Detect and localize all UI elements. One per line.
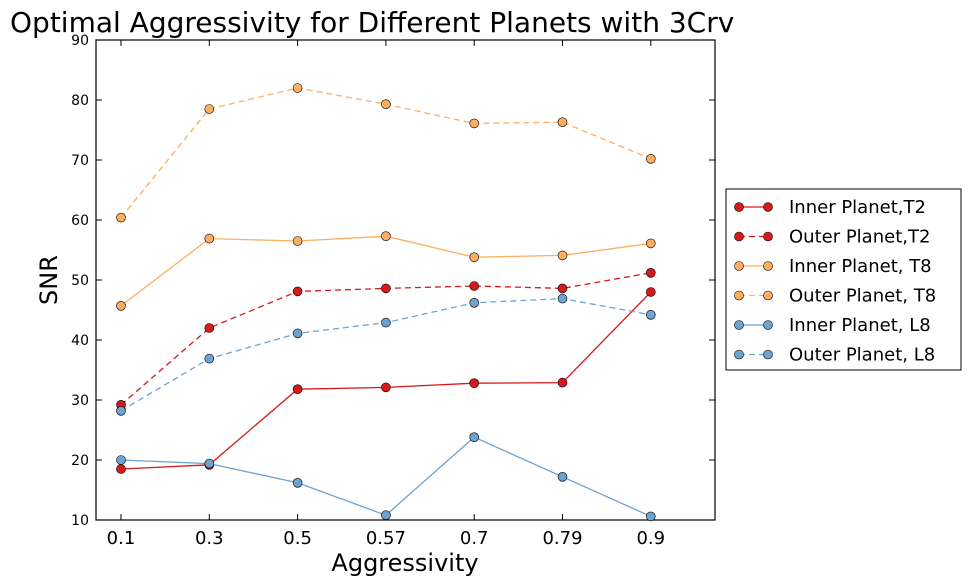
- x-tick-label: 0.7: [460, 528, 489, 549]
- legend-marker: [763, 231, 773, 242]
- data-point: [557, 471, 568, 482]
- data-point: [645, 267, 656, 278]
- x-tick-label: 0.9: [636, 528, 665, 549]
- series-line: [120, 235, 651, 307]
- y-tick-label: 10: [71, 513, 89, 529]
- legend-marker: [734, 231, 744, 242]
- data-point: [557, 283, 568, 294]
- data-point: [116, 455, 126, 465]
- legend: Inner Planet,T2 Outer Planet,T2 Inner Plan…: [725, 188, 962, 371]
- y-tick-label: 50: [71, 273, 89, 289]
- data-point: [292, 384, 303, 395]
- data-point: [116, 464, 126, 474]
- data-point: [204, 353, 215, 364]
- legend-marker: [734, 320, 744, 330]
- legend-box: [725, 188, 962, 371]
- data-point: [469, 378, 480, 389]
- data-point: [292, 286, 303, 297]
- data-point: [645, 511, 656, 522]
- data-point: [292, 477, 303, 488]
- y-tick-label: 30: [71, 393, 89, 409]
- data-point: [557, 377, 568, 388]
- data-point: [469, 118, 480, 129]
- y-tick-label: 40: [71, 333, 89, 349]
- x-tick-label: 0.3: [195, 528, 224, 549]
- y-tick-label: 90: [71, 33, 89, 49]
- data-point: [557, 293, 568, 304]
- data-point: [381, 510, 391, 521]
- data-point: [381, 99, 391, 109]
- legend-marker: [763, 290, 773, 301]
- data-point: [204, 458, 215, 469]
- legend-marker: [734, 202, 744, 212]
- data-point: [116, 405, 126, 416]
- data-point: [645, 154, 656, 164]
- data-point: [381, 231, 391, 241]
- legend-marker: [763, 261, 773, 271]
- data-point: [557, 250, 568, 261]
- legend-marker: [763, 349, 773, 360]
- x-tick-label: 0.5: [283, 528, 312, 549]
- y-tick-label: 70: [71, 153, 89, 169]
- axis-ticks: 0.1 0.3 0.5 0.57 0.7 0.79 0.9 10 20 30 40 50 60 70 80 9…: [71, 33, 715, 549]
- data-point: [381, 283, 391, 294]
- legend-label: Inner Planet,T2: [789, 197, 926, 218]
- data-point: [116, 300, 126, 311]
- data-point: [557, 117, 568, 127]
- legend-label: Inner Planet, T8: [789, 256, 932, 277]
- plot-area: [95, 39, 716, 521]
- x-tick-label: 0.1: [107, 528, 136, 549]
- data-point: [645, 287, 656, 297]
- x-axis-label: Aggressivity: [331, 549, 478, 577]
- legend-label: Inner Planet, L8: [789, 315, 931, 336]
- data-point: [116, 212, 126, 223]
- data-point: [381, 317, 391, 328]
- y-tick-label: 60: [71, 213, 89, 229]
- series-line: [120, 297, 651, 412]
- y-tick-label: 80: [71, 93, 89, 109]
- data-point: [645, 309, 656, 320]
- legend-marker: [734, 290, 744, 301]
- series-line: [120, 436, 652, 517]
- legend-marker: [763, 202, 773, 212]
- legend-marker: [734, 349, 744, 360]
- data-point: [292, 83, 303, 93]
- legend-marker: [734, 261, 744, 271]
- data-point: [469, 252, 480, 263]
- data-point: [381, 382, 391, 393]
- data-point: [469, 432, 480, 443]
- x-tick-label: 0.57: [366, 528, 406, 549]
- data-point: [645, 238, 656, 249]
- data-point: [469, 281, 480, 291]
- data-point: [292, 328, 303, 339]
- legend-label: Outer Planet,T2: [789, 227, 930, 248]
- data-point: [204, 104, 215, 114]
- data-point: [469, 297, 480, 308]
- data-point: [204, 233, 215, 244]
- series-group: [116, 83, 656, 522]
- y-tick-label: 20: [71, 453, 89, 469]
- legend-marker: [763, 320, 773, 330]
- chart-title: Optimal Aggressivity for Different Plane…: [10, 6, 734, 39]
- legend-label: Outer Planet, T8: [789, 286, 936, 307]
- legend-label: Outer Planet, L8: [789, 345, 935, 366]
- x-tick-label: 0.79: [542, 528, 582, 549]
- data-point: [204, 323, 215, 333]
- data-point: [292, 236, 303, 246]
- y-axis-label: SNR: [35, 255, 63, 305]
